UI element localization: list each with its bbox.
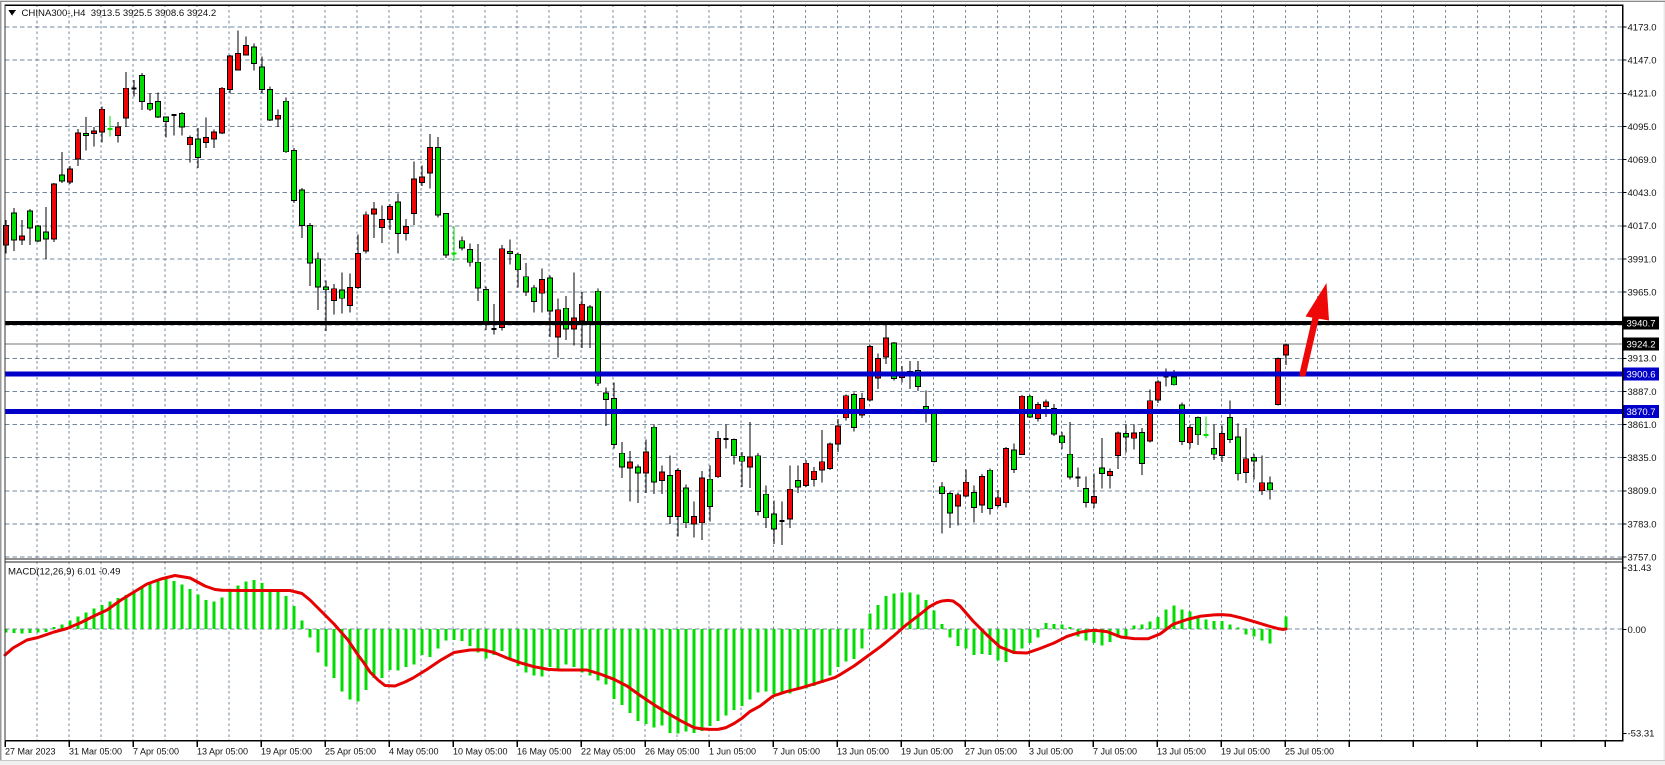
svg-text:0.00: 0.00 (1628, 625, 1647, 636)
svg-text:3 Jul 05:00: 3 Jul 05:00 (1029, 747, 1073, 757)
svg-text:19 Jun 05:00: 19 Jun 05:00 (901, 747, 953, 757)
svg-text:26 May 05:00: 26 May 05:00 (645, 747, 700, 757)
svg-text:25 Apr 05:00: 25 Apr 05:00 (325, 747, 376, 757)
svg-text:3965.0: 3965.0 (1628, 287, 1657, 298)
svg-text:3887.0: 3887.0 (1628, 387, 1657, 398)
svg-text:3835.0: 3835.0 (1628, 453, 1657, 464)
svg-text:13 Apr 05:00: 13 Apr 05:00 (197, 747, 248, 757)
svg-text:4069.0: 4069.0 (1628, 155, 1657, 166)
svg-text:27 Mar 2023: 27 Mar 2023 (5, 747, 56, 757)
svg-text:CHINA300-,H4 3913.5 3925.5 39: CHINA300-,H4 3913.5 3925.5 3908.6 3924.2 (22, 8, 217, 19)
svg-text:3809.0: 3809.0 (1628, 486, 1657, 497)
svg-text:13 Jul 05:00: 13 Jul 05:00 (1157, 747, 1206, 757)
svg-text:13 Jun 05:00: 13 Jun 05:00 (837, 747, 889, 757)
svg-text:-53.31: -53.31 (1628, 729, 1655, 740)
svg-text:3783.0: 3783.0 (1628, 519, 1657, 530)
svg-text:22 May 05:00: 22 May 05:00 (581, 747, 636, 757)
svg-text:3913.0: 3913.0 (1628, 354, 1657, 365)
svg-text:3861.0: 3861.0 (1628, 420, 1657, 431)
svg-text:3940.7: 3940.7 (1627, 319, 1656, 330)
svg-text:3924.2: 3924.2 (1627, 340, 1656, 351)
svg-text:MACD(12,26,9) 6.01 -0.49: MACD(12,26,9) 6.01 -0.49 (8, 567, 121, 578)
svg-text:4043.0: 4043.0 (1628, 188, 1657, 199)
svg-text:7 Apr 05:00: 7 Apr 05:00 (133, 747, 179, 757)
svg-text:4121.0: 4121.0 (1628, 89, 1657, 100)
svg-text:25 Jul 05:00: 25 Jul 05:00 (1285, 747, 1334, 757)
svg-text:3757.0: 3757.0 (1628, 553, 1657, 564)
svg-text:4095.0: 4095.0 (1628, 122, 1657, 133)
svg-text:3991.0: 3991.0 (1628, 254, 1657, 265)
svg-text:19 Apr 05:00: 19 Apr 05:00 (261, 747, 312, 757)
svg-text:4173.0: 4173.0 (1628, 22, 1657, 33)
svg-text:16 May 05:00: 16 May 05:00 (517, 747, 572, 757)
svg-text:31.43: 31.43 (1628, 563, 1652, 574)
svg-text:7 Jun 05:00: 7 Jun 05:00 (773, 747, 820, 757)
svg-text:7 Jul 05:00: 7 Jul 05:00 (1093, 747, 1137, 757)
svg-text:4147.0: 4147.0 (1628, 56, 1657, 67)
svg-text:1 Jun 05:00: 1 Jun 05:00 (709, 747, 756, 757)
svg-text:3870.7: 3870.7 (1627, 407, 1656, 418)
svg-text:4017.0: 4017.0 (1628, 221, 1657, 232)
svg-text:27 Jun 05:00: 27 Jun 05:00 (965, 747, 1017, 757)
svg-text:10 May 05:00: 10 May 05:00 (453, 747, 508, 757)
svg-text:3900.6: 3900.6 (1627, 369, 1656, 380)
svg-text:4 May 05:00: 4 May 05:00 (389, 747, 439, 757)
svg-text:31 Mar 05:00: 31 Mar 05:00 (69, 747, 122, 757)
svg-text:19 Jul 05:00: 19 Jul 05:00 (1221, 747, 1270, 757)
